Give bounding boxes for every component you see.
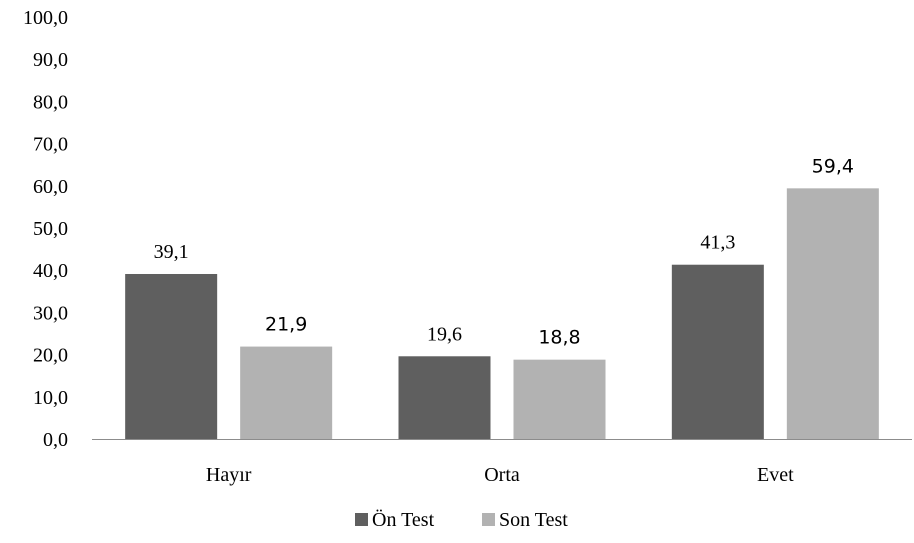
bar-value-label: 18,8 — [538, 327, 580, 349]
bar-son-test — [786, 188, 879, 439]
y-tick-label: 30,0 — [33, 302, 68, 324]
y-tick-label: 60,0 — [33, 176, 68, 198]
y-tick-label: 0,0 — [43, 429, 68, 451]
y-tick-label: 10,0 — [33, 387, 68, 409]
x-axis-categories: Hayır Orta Evet — [206, 464, 794, 486]
x-category-label: Hayır — [206, 464, 252, 486]
bar-son-test — [513, 359, 606, 439]
y-tick-label: 90,0 — [33, 49, 68, 71]
y-axis: 0,0 10,0 20,0 30,0 40,0 50,0 60,0 70,0 80,0 90,0 1… — [23, 7, 68, 451]
legend-swatch-series-1 — [482, 513, 495, 526]
y-tick-label: 100,0 — [23, 7, 68, 29]
x-category-label: Orta — [484, 464, 520, 486]
y-tick-label: 50,0 — [33, 218, 68, 240]
bar-value-label: 41,3 — [700, 232, 735, 254]
legend: Ön Test Son Test — [355, 508, 568, 531]
y-tick-label: 20,0 — [33, 345, 68, 367]
bar-value-label: 39,1 — [154, 241, 189, 263]
bar-on-test — [671, 264, 764, 439]
legend-label-series-1: Son Test — [499, 509, 568, 531]
legend-label-series-0: Ön Test — [372, 508, 435, 531]
bar-on-test — [398, 356, 491, 439]
y-tick-label: 70,0 — [33, 134, 68, 156]
x-category-label: Evet — [757, 464, 794, 486]
y-tick-label: 80,0 — [33, 91, 68, 113]
y-tick-label: 40,0 — [33, 260, 68, 282]
bar-value-label: 21,9 — [265, 314, 307, 336]
bar-son-test — [240, 346, 333, 439]
bar-value-label: 19,6 — [427, 323, 462, 345]
bar-value-label: 59,4 — [812, 155, 854, 177]
bar-on-test — [125, 273, 218, 439]
legend-swatch-series-0 — [355, 513, 368, 526]
bars: 39,1 21,9 19,6 18,8 41,3 59,4 — [125, 155, 879, 439]
